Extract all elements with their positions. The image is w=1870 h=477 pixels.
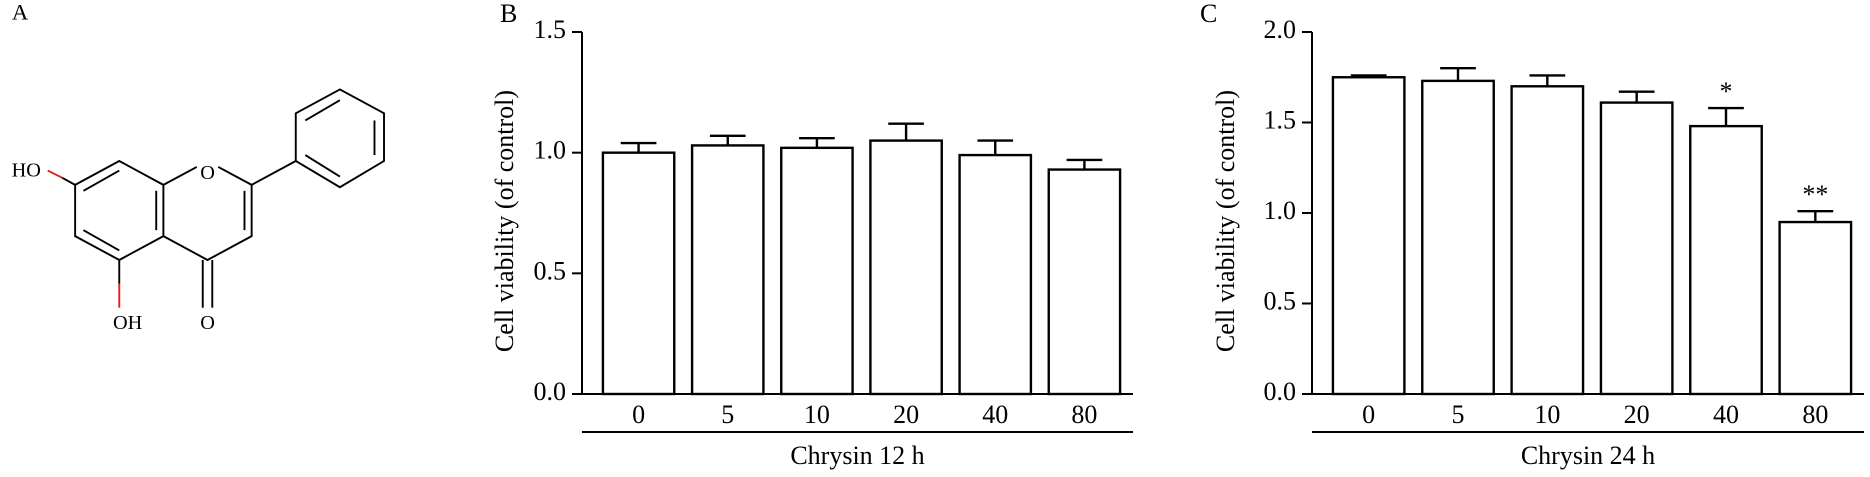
y-tick-label: 0.5 — [1264, 286, 1297, 315]
bar — [1599, 101, 1674, 396]
double-bond — [304, 154, 341, 178]
significance-label: ** — [1802, 180, 1828, 209]
bar — [1778, 220, 1853, 396]
x-tick-label: 80 — [1802, 400, 1828, 429]
chrysin-structure: A HO OH O O — [12, 0, 385, 334]
bar — [1689, 124, 1763, 396]
bond — [61, 176, 76, 186]
bar — [1331, 76, 1406, 396]
y-tick-label: 0.0 — [1264, 377, 1297, 406]
panel-label: B — [500, 0, 517, 28]
bond-oh — [47, 169, 63, 179]
atom-label: HO — [12, 159, 41, 181]
y-axis-label: Cell viability (of control) — [1211, 90, 1240, 352]
double-bond — [83, 229, 120, 252]
x-tick-label: 0 — [1362, 400, 1375, 429]
x-tick-label: 80 — [1071, 400, 1097, 429]
double-bond — [304, 99, 341, 122]
significance-label: * — [1720, 77, 1733, 106]
x-axis-label: Chrysin 24 h — [1521, 441, 1655, 470]
atom-label: O — [200, 312, 215, 334]
x-tick-label: 10 — [804, 400, 830, 429]
panel-label: A — [12, 0, 29, 25]
y-tick-label: 0.5 — [534, 256, 567, 285]
atom-label: O — [200, 162, 215, 184]
y-tick-label: 1.5 — [1264, 105, 1297, 134]
y-axis-label: Cell viability (of control) — [490, 90, 519, 352]
bar — [1510, 85, 1585, 396]
x-tick-label: 10 — [1534, 400, 1560, 429]
atom-label: OH — [113, 312, 143, 334]
bar — [1047, 168, 1122, 396]
phenyl-ring — [294, 88, 385, 189]
panel-label: C — [1200, 0, 1217, 28]
y-tick-label: 1.5 — [534, 15, 567, 44]
bond — [162, 166, 253, 262]
bar — [780, 146, 854, 396]
bar — [958, 153, 1033, 396]
x-tick-label: 5 — [721, 400, 734, 429]
x-axis-label: Chrysin 12 h — [790, 441, 924, 470]
bond — [251, 160, 297, 186]
x-tick-label: 0 — [632, 400, 645, 429]
x-tick-label: 40 — [1713, 400, 1739, 429]
y-tick-label: 1.0 — [1264, 196, 1297, 225]
x-tick-label: 40 — [982, 400, 1008, 429]
bar — [601, 151, 676, 396]
y-tick-label: 2.0 — [1264, 15, 1297, 44]
x-tick-label: 20 — [893, 400, 919, 429]
bar — [690, 144, 765, 396]
y-tick-label: 0.0 — [534, 377, 567, 406]
bond — [162, 166, 198, 186]
x-tick-label: 5 — [1452, 400, 1465, 429]
double-bond — [83, 169, 120, 192]
bar — [1421, 79, 1495, 396]
bar — [869, 139, 943, 396]
x-tick-label: 20 — [1624, 400, 1650, 429]
bond-ring — [74, 159, 165, 262]
y-tick-label: 1.0 — [534, 136, 567, 165]
